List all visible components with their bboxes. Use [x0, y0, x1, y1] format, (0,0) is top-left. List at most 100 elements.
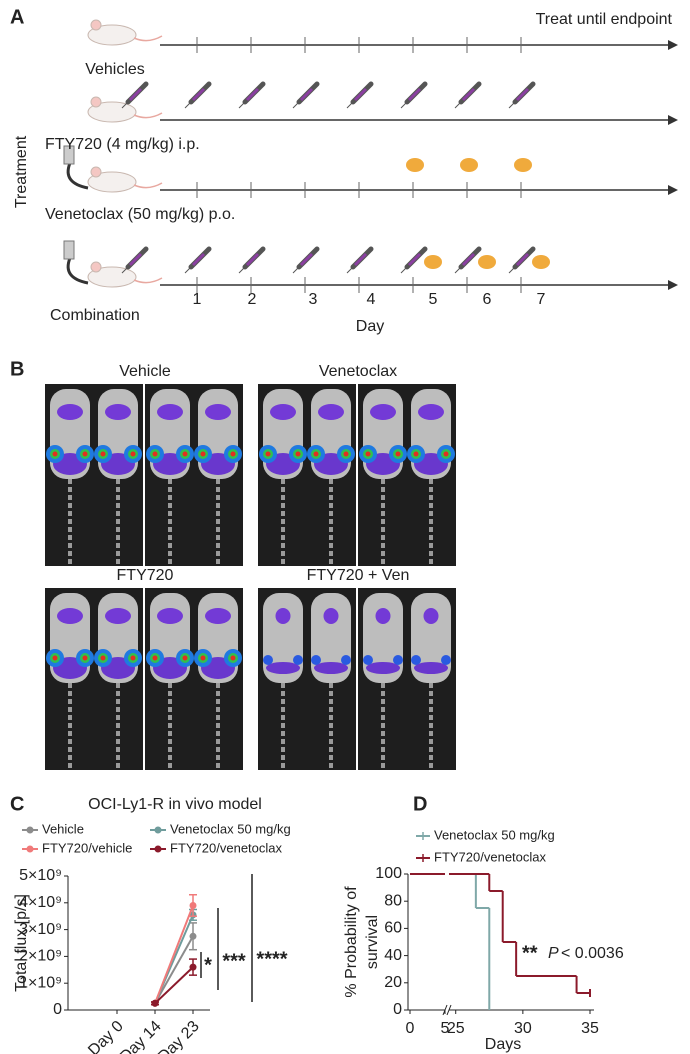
y-tick-label: 0 — [53, 1001, 62, 1018]
x-tick-label: 0 — [406, 1020, 415, 1037]
signal — [366, 661, 400, 675]
series-line — [154, 935, 194, 1004]
legend-label: FTY720/venetoclax — [434, 849, 547, 864]
syringe-fluid — [515, 87, 530, 102]
syringe-fluid — [461, 252, 476, 267]
arrowhead — [668, 185, 678, 195]
y-label: % Probability of — [343, 886, 360, 998]
gavage — [66, 162, 89, 190]
x-tick-label: 5 — [441, 1020, 450, 1037]
signal-hot — [393, 655, 403, 665]
y-tick-label: 4×10⁹ — [19, 894, 62, 911]
signal-hot — [52, 451, 58, 457]
day-label: 1 — [193, 291, 202, 308]
point — [189, 932, 197, 940]
legend-marker — [154, 845, 162, 853]
signal-hot — [100, 655, 106, 661]
signal-hot — [152, 451, 158, 457]
y-tick-label: 1×10⁹ — [19, 974, 62, 991]
signal — [375, 608, 391, 624]
group-label: Vehicles — [85, 61, 145, 78]
p-symbol: P — [548, 945, 559, 962]
y-tick-label: 5×10⁹ — [19, 867, 62, 884]
syringe-fluid — [245, 252, 260, 267]
syringe-fluid — [299, 87, 314, 102]
needle — [346, 266, 354, 274]
needle — [346, 101, 354, 109]
signal-hot — [411, 655, 421, 665]
signal-hot — [293, 655, 303, 665]
gavage-syringe — [63, 145, 75, 165]
point — [151, 999, 159, 1007]
arrowhead — [668, 40, 678, 50]
side-label: Treatment — [13, 135, 30, 208]
day-label: 7 — [537, 291, 546, 308]
mouse-tail — [133, 182, 163, 189]
x-label: Days — [485, 1036, 521, 1053]
y-tick-label: 40 — [384, 947, 402, 964]
point — [189, 901, 197, 909]
signal-hot — [82, 655, 88, 661]
mouse-ear — [90, 96, 102, 108]
panel-letter: B — [10, 358, 24, 380]
mouse-tail — [133, 277, 163, 284]
signal — [314, 661, 348, 675]
signal — [157, 404, 183, 420]
y-tick-label: 60 — [384, 920, 402, 937]
needle — [292, 101, 300, 109]
header: Treat until endpoint — [536, 11, 673, 28]
signal-hot — [230, 655, 236, 661]
legend-label: Venetoclax 50 mg/kg — [170, 821, 291, 836]
signal — [157, 608, 183, 624]
signal-hot — [443, 451, 449, 457]
image-title: FTY720 + Ven — [307, 567, 410, 584]
gavage-syringe — [63, 240, 75, 260]
arrowhead — [668, 115, 678, 125]
image-title: Vehicle — [119, 363, 171, 380]
significance-label: **** — [256, 948, 287, 970]
signal-hot — [413, 451, 419, 457]
signal-hot — [365, 451, 371, 457]
signal — [323, 608, 339, 624]
signal-hot — [152, 655, 158, 661]
syringe-fluid — [515, 252, 530, 267]
syringe-fluid — [128, 252, 143, 267]
y-tick-label: 2×10⁹ — [19, 948, 62, 965]
mouse-body — [411, 593, 451, 683]
x-tick-label: 30 — [514, 1020, 532, 1037]
syringe-fluid — [245, 87, 260, 102]
x-tick-label: Day 23 — [155, 1018, 203, 1054]
legend-label: FTY720/venetoclax — [170, 840, 283, 855]
signal-hot — [130, 655, 136, 661]
signal-hot — [200, 451, 206, 457]
legend-marker — [26, 826, 34, 834]
series-line — [154, 966, 194, 1005]
panel-letter: C — [10, 793, 24, 815]
signal — [57, 608, 83, 624]
pill — [406, 158, 424, 172]
signal — [370, 404, 396, 420]
needle — [238, 101, 246, 109]
signal-hot — [265, 451, 271, 457]
y-tick-label: 80 — [384, 892, 402, 909]
pill — [424, 255, 442, 269]
x-tick-label: 35 — [581, 1020, 599, 1037]
mouse-ear — [90, 19, 102, 31]
legend-marker — [154, 826, 162, 834]
syringe-fluid — [461, 87, 476, 102]
mouse-tail — [133, 35, 163, 42]
axis-break — [446, 1004, 452, 1016]
signal-hot — [441, 655, 451, 665]
needle — [184, 101, 192, 109]
signal-hot — [295, 451, 301, 457]
signal-hot — [182, 655, 188, 661]
mouse-body — [263, 593, 303, 683]
signal-hot — [263, 655, 273, 665]
mouse-ear — [90, 166, 102, 178]
syringe-fluid — [407, 252, 422, 267]
signal — [275, 608, 291, 624]
significance-label: *** — [222, 950, 246, 972]
signal-hot — [52, 655, 58, 661]
panel-letter: D — [413, 793, 427, 815]
y-tick-label: 0 — [393, 1001, 402, 1018]
